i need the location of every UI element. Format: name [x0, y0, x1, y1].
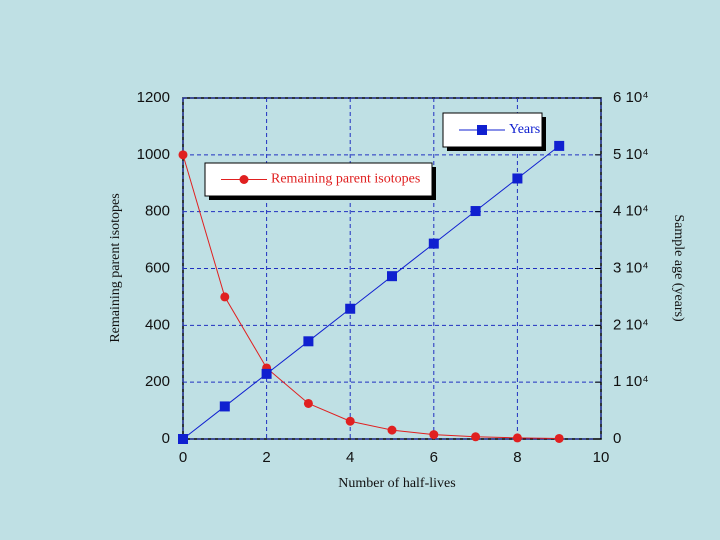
marker	[387, 271, 397, 282]
marker	[220, 292, 230, 302]
marker	[512, 173, 523, 184]
y-axis-title: Remaining parent isotopes	[108, 193, 123, 342]
x-tick-label: 10	[593, 449, 610, 466]
marker	[470, 206, 481, 217]
marker	[178, 150, 188, 160]
x-tick-label: 8	[513, 449, 521, 466]
marker	[512, 433, 522, 443]
series-line	[182, 154, 560, 439]
y2-tick-label: 3 10⁴	[613, 259, 649, 276]
y2-axis-title: Sample age (years)	[671, 214, 686, 322]
y2-tick-label: 0	[613, 430, 621, 447]
marker	[219, 401, 230, 412]
legend-marker	[239, 175, 249, 184]
legend-label: Remaining parent isotopes	[271, 172, 420, 187]
y2-tick-label: 5 10⁴	[613, 146, 649, 163]
marker	[303, 398, 313, 408]
y2-tick-label: 4 10⁴	[613, 203, 649, 220]
y2-tick-label: 1 10⁴	[613, 373, 649, 390]
y-tick-label: 200	[145, 373, 170, 390]
y-tick-label: 600	[145, 259, 170, 276]
y2-tick-label: 6 10⁴	[613, 89, 649, 106]
marker	[261, 368, 272, 379]
legend-label: Years	[509, 122, 540, 137]
x-tick-label: 4	[346, 449, 354, 466]
marker	[471, 432, 481, 442]
marker	[554, 433, 564, 443]
marker	[303, 336, 314, 347]
y-tick-label: 800	[145, 203, 170, 220]
y2-tick-label: 2 10⁴	[613, 316, 649, 333]
marker	[345, 303, 356, 314]
y-tick-label: 0	[162, 430, 170, 447]
x-tick-label: 6	[430, 449, 438, 466]
y-tick-label: 400	[145, 316, 170, 333]
marker	[554, 140, 565, 151]
x-tick-label: 0	[179, 449, 187, 466]
x-axis-title: Number of half-lives	[338, 476, 455, 491]
series-line	[182, 145, 560, 440]
marker	[429, 430, 439, 440]
marker	[178, 434, 188, 444]
x-tick-label: 2	[262, 449, 270, 466]
marker	[387, 425, 397, 435]
marker	[428, 238, 439, 249]
legend-marker	[477, 125, 487, 135]
marker	[345, 416, 355, 426]
y-tick-label: 1000	[137, 146, 170, 163]
y-tick-label: 1200	[137, 89, 170, 106]
